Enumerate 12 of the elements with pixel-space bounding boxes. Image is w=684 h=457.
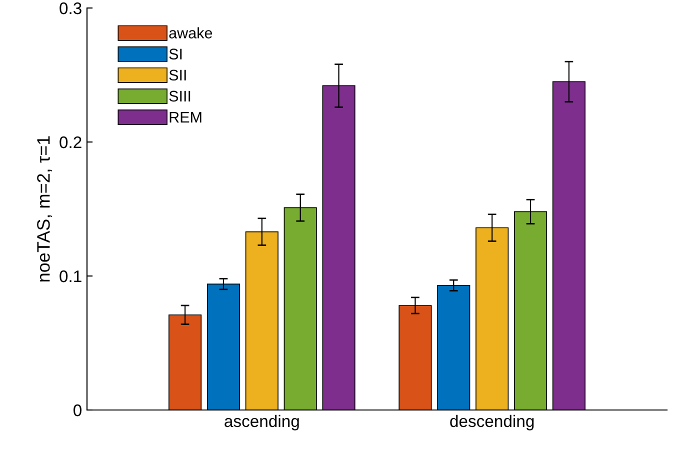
- legend-label: SIII: [169, 90, 190, 102]
- y-tick-label: 0.2: [60, 136, 82, 148]
- x-tick-label: descending: [450, 414, 534, 430]
- legend-label: REM: [170, 112, 202, 122]
- legend-label: SII: [169, 70, 186, 81]
- y-axis-title: noeTAS, m=2, τ=1: [37, 136, 52, 282]
- legend-label: awake: [169, 27, 212, 38]
- y-tick-label: 0.1: [60, 270, 82, 282]
- y-tick-label: 0: [74, 404, 82, 416]
- legend-label: SI: [169, 48, 182, 60]
- x-tick-label: ascending: [224, 414, 299, 430]
- y-tick-label: 0.3: [60, 2, 82, 14]
